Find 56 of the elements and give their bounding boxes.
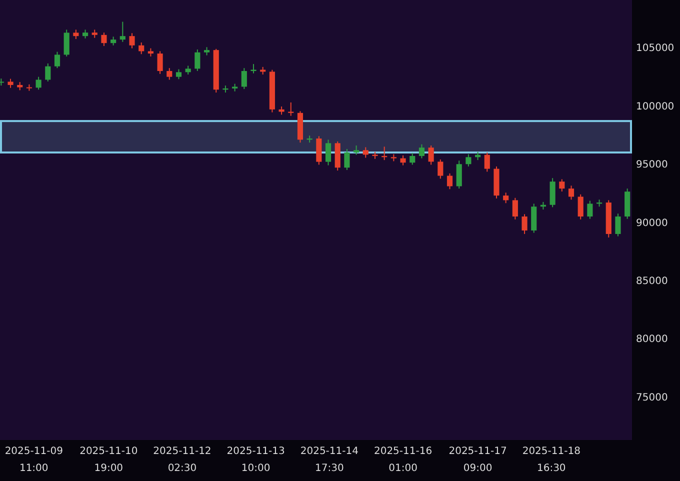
candlestick xyxy=(8,78,14,88)
candlestick xyxy=(241,68,247,90)
candlestick xyxy=(578,194,584,220)
candlestick xyxy=(288,102,294,116)
candlestick xyxy=(410,152,416,166)
candlestick xyxy=(138,42,144,55)
candlestick xyxy=(316,136,322,166)
candlestick xyxy=(101,32,107,46)
x-tick-label: 2025-11-12 02:30 xyxy=(153,446,212,474)
candlestick xyxy=(438,158,444,180)
candlestick xyxy=(456,160,462,190)
y-tick-label: 90000 xyxy=(636,218,668,229)
x-tick-label: 2025-11-18 16:30 xyxy=(522,446,580,474)
x-tick-label: 2025-11-10 19:00 xyxy=(80,446,138,474)
candlestick xyxy=(362,146,368,158)
candlestick xyxy=(36,76,42,90)
candlestick xyxy=(568,185,574,200)
candlestick xyxy=(250,64,256,74)
candlestick xyxy=(484,152,490,172)
candlestick xyxy=(45,62,51,82)
candlestick xyxy=(531,203,537,234)
candlestick xyxy=(120,21,126,42)
y-tick-label: 100000 xyxy=(636,101,674,112)
candlestick xyxy=(446,172,453,190)
candlestick xyxy=(129,32,135,49)
candlestick xyxy=(512,197,518,220)
candlestick xyxy=(64,29,70,57)
x-tick-label: 2025-11-13 10:00 xyxy=(226,446,285,474)
x-tick-label: 2025-11-16 01:00 xyxy=(374,446,432,474)
candlestick xyxy=(73,29,79,40)
candlestick xyxy=(166,68,172,80)
x-tick-label: 2025-11-17 09:00 xyxy=(448,446,507,474)
candlestick xyxy=(54,51,60,69)
candlestick xyxy=(615,213,621,237)
candlestick xyxy=(550,178,556,208)
candlestick xyxy=(194,48,200,72)
x-tick-label: 2025-11-09 11:00 xyxy=(4,446,63,474)
y-tick-label: 75000 xyxy=(636,392,668,404)
candlestick xyxy=(587,200,593,220)
candlestick xyxy=(325,139,332,166)
y-tick-label: 95000 xyxy=(636,160,668,171)
candlestick xyxy=(503,192,509,204)
candlestick xyxy=(157,50,163,74)
y-tick-label: 105000 xyxy=(636,43,674,54)
x-tick-label: 2025-11-14 17:30 xyxy=(300,446,358,474)
candlestick xyxy=(400,154,406,166)
candlestick xyxy=(466,154,472,167)
y-tick-label: 85000 xyxy=(636,276,668,288)
candlestick xyxy=(428,145,434,166)
candlestick xyxy=(354,145,360,156)
candlestick xyxy=(559,178,565,192)
candlestick xyxy=(176,68,182,80)
candlestick xyxy=(418,144,425,159)
candlestick xyxy=(522,214,528,234)
y-tick-label: 80000 xyxy=(636,334,668,346)
candlestick xyxy=(344,148,350,170)
